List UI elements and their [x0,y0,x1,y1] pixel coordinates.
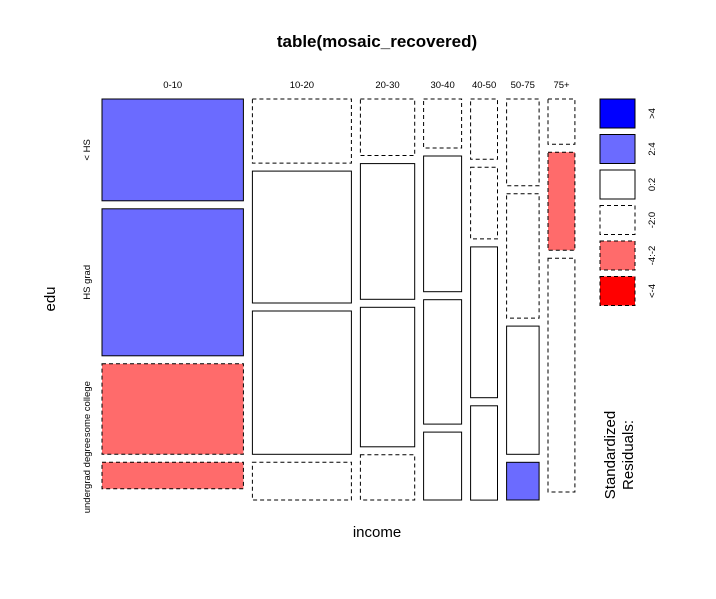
legend-title-line-1: Standardized [602,411,619,499]
legend-swatch-0-2 [599,169,636,200]
tile-75-some-college [547,257,576,493]
x-axis-title: income [353,524,401,541]
tile-50-75-hs-grad [506,193,540,319]
tile-0-10-undergrad-degree [101,461,244,490]
tile-20-30-hs [359,98,416,156]
x-tick-0-10: 0-10 [163,80,182,91]
tile-40-50-hs [470,98,499,160]
legend-label-lt-4: <-4 [647,284,658,298]
legend-label-2-0: -2:0 [647,212,658,228]
legend-label-4-2: -4:-2 [647,246,658,266]
legend-swatch-4-2 [599,240,636,271]
y-axis-title: edu [42,286,59,311]
x-tick-20-30: 20-30 [375,80,399,91]
legend-swatch-2-0 [599,205,636,235]
tile-10-20-undergrad-degree [251,461,352,501]
x-tick-40-50: 40-50 [472,80,496,91]
legend-swatch-gt4 [599,98,636,129]
tile-20-30-hs-grad [359,163,416,300]
x-tick-50-75: 50-75 [511,80,535,91]
y-tick-undergrad-degree: undergrad degree [82,438,93,514]
tile-30-40-undergrad-degree [423,431,463,501]
x-tick-75: 75+ [553,80,570,91]
legend-label-gt4: >4 [647,108,658,119]
tile-0-10-hs-grad [101,208,244,357]
y-tick-hs: < HS [82,139,93,160]
tile-20-30-undergrad-degree [359,454,416,501]
tile-30-40-hs-grad [423,155,463,293]
tile-50-75-hs [506,98,540,187]
y-tick-some-college: some college [82,381,93,437]
tile-10-20-some-college [251,310,352,455]
tile-10-20-hs-grad [251,170,352,304]
tile-50-75-some-college [506,325,540,455]
tile-40-50-hs-grad [470,166,499,240]
tile-10-20-hs [251,98,352,164]
mosaic-tiles [101,98,576,501]
legend-title-line-2: Residuals: [620,420,637,490]
residual-legend: >4 2:4 0:2 -2:0 -4:-2 <-4 [599,98,658,306]
chart-title: table(mosaic_recovered) [277,32,477,51]
tile-30-40-hs [423,98,463,149]
legend-swatch-2-4 [599,134,636,164]
tile-0-10-hs [101,98,244,202]
x-tick-30-40: 30-40 [430,80,454,91]
tile-40-50-some-college [470,246,499,399]
income-tick-labels: 0-10 10-20 20-30 30-40 40-50 50-75 75+ [163,80,570,91]
tile-20-30-some-college [359,306,416,448]
x-tick-10-20: 10-20 [290,80,314,91]
legend-label-0-2: 0:2 [647,178,658,191]
y-tick-hs-grad: HS grad [82,265,93,300]
legend-swatch-lt-4 [599,276,636,306]
tile-75-hs [547,98,576,145]
tile-40-50-undergrad-degree [470,405,499,501]
legend-label-2-4: 2:4 [647,142,658,155]
tile-30-40-some-college [423,299,463,425]
tile-0-10-some-college [101,363,244,455]
tile-75-hs-grad [547,151,576,251]
tile-50-75-undergrad-degree [506,461,540,501]
